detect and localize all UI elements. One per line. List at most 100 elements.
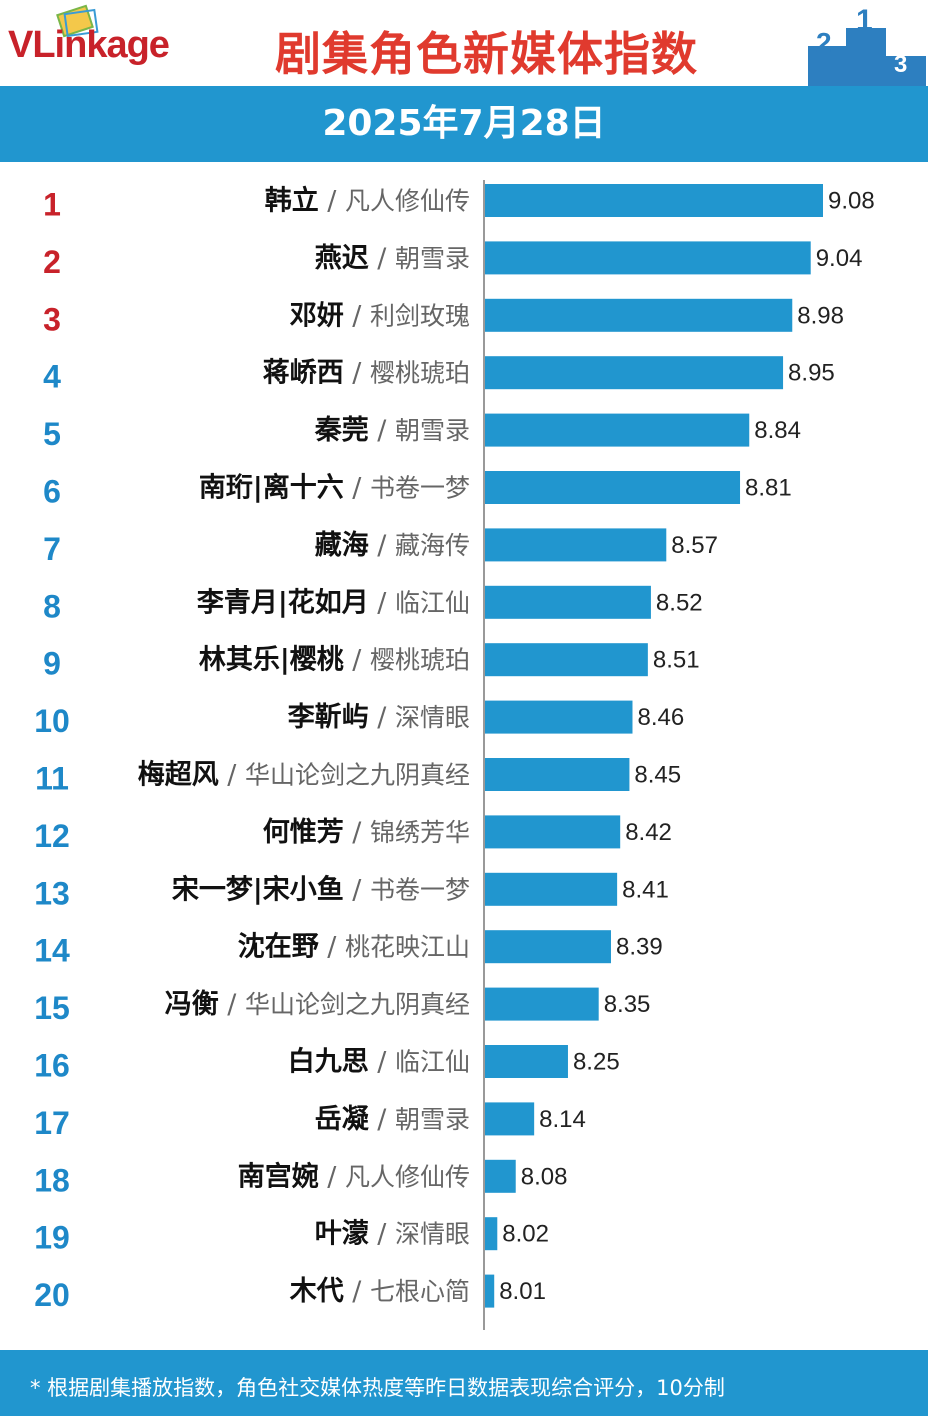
brand-logo: VLinkage <box>8 24 170 66</box>
separator: / <box>319 186 345 217</box>
character-name: 梅超风 <box>138 760 219 791</box>
date-label: 2025年7月28日 <box>322 103 606 144</box>
category-label-3: 邓妍 / 利剑玫瑰 <box>290 300 470 331</box>
rank-number-9: 9 <box>43 646 61 682</box>
separator: / <box>369 1104 395 1135</box>
value-label-13: 8.41 <box>622 876 669 903</box>
character-name: 宋一梦|宋小鱼 <box>172 874 344 905</box>
value-label-19: 8.02 <box>502 1221 549 1248</box>
character-name: 秦莞 <box>314 415 369 446</box>
ranking-bar-chart: 9.08 韩立 / 凡人修仙传 1 9.04 燕迟 / 朝雪录 2 8.98 邓妍 / 利剑玫… <box>34 180 875 1330</box>
rank-number-12: 12 <box>34 818 70 854</box>
category-label-4: 蒋峤西 / 樱桃琥珀 <box>263 358 470 389</box>
separator: / <box>344 300 370 331</box>
category-label-9: 林其乐|樱桃 / 樱桃琥珀 <box>199 645 470 676</box>
rank-number-7: 7 <box>43 531 61 567</box>
podium-1: 1 <box>856 4 873 37</box>
rank-number-15: 15 <box>34 990 70 1026</box>
rank-number-2: 2 <box>43 244 61 280</box>
category-label-7: 藏海 / 藏海传 <box>315 530 470 561</box>
character-name: 李靳屿 <box>287 702 369 733</box>
bar-12 <box>485 815 621 849</box>
separator: / <box>344 817 370 848</box>
bar-8 <box>485 585 651 619</box>
character-name: 邓妍 <box>290 300 344 331</box>
show-title: 凡人修仙传 <box>345 1162 470 1191</box>
separator: / <box>344 874 370 905</box>
bar-10 <box>485 700 633 734</box>
separator: / <box>344 645 370 676</box>
value-label-8: 8.52 <box>656 589 703 616</box>
character-name: 岳凝 <box>315 1104 370 1135</box>
rank-number-5: 5 <box>43 416 61 452</box>
bar-7 <box>485 528 667 562</box>
bar-19 <box>485 1217 498 1251</box>
separator: / <box>344 473 370 504</box>
value-label-9: 8.51 <box>653 647 700 674</box>
separator: / <box>369 702 395 733</box>
value-label-14: 8.39 <box>616 934 663 961</box>
rank-number-10: 10 <box>34 703 70 739</box>
category-label-19: 叶濛 / 深情眼 <box>315 1219 470 1250</box>
rank-number-11: 11 <box>35 761 69 797</box>
category-label-18: 南宫婉 / 凡人修仙传 <box>238 1160 470 1192</box>
bar-2 <box>485 241 811 275</box>
character-name: 何惟芳 <box>263 817 344 848</box>
value-label-11: 8.45 <box>634 762 681 789</box>
logo-cards-icon <box>56 4 99 38</box>
category-label-16: 白九思 / 临江仙 <box>288 1046 470 1078</box>
category-label-11: 梅超风 / 华山论剑之九阴真经 <box>138 760 470 791</box>
value-label-6: 8.81 <box>745 475 792 502</box>
rank-number-6: 6 <box>43 474 61 510</box>
character-name: 木代 <box>289 1276 344 1307</box>
show-title: 朝雪录 <box>395 416 470 445</box>
rank-number-14: 14 <box>34 933 70 969</box>
character-name: 林其乐|樱桃 <box>199 645 344 676</box>
category-label-2: 燕迟 / 朝雪录 <box>315 243 470 274</box>
rank-number-18: 18 <box>34 1162 70 1198</box>
footer-band <box>0 1350 928 1416</box>
separator: / <box>219 760 245 791</box>
category-label-10: 李靳屿 / 深情眼 <box>287 702 470 733</box>
value-label-10: 8.46 <box>637 704 684 731</box>
show-title: 临江仙 <box>395 588 470 617</box>
separator: / <box>369 243 395 274</box>
category-label-5: 秦莞 / 朝雪录 <box>314 415 470 446</box>
value-label-4: 8.95 <box>788 360 835 387</box>
show-title: 锦绣芳华 <box>370 818 470 847</box>
category-label-14: 沈在野 / 桃花映江山 <box>238 932 470 963</box>
category-label-1: 韩立 / 凡人修仙传 <box>265 185 470 217</box>
show-title: 书卷一梦 <box>370 875 470 904</box>
footer-note: * 根据剧集播放指数，角色社交媒体热度等昨日数据表现综合评分，10分制 <box>30 1376 725 1400</box>
separator: / <box>369 1047 395 1078</box>
bar-17 <box>485 1102 535 1136</box>
value-label-18: 8.08 <box>521 1163 568 1190</box>
category-label-17: 岳凝 / 朝雪录 <box>315 1104 470 1135</box>
date-band <box>0 86 928 162</box>
category-label-6: 南珩|离十六 / 书卷一梦 <box>199 472 470 504</box>
character-name: 燕迟 <box>315 243 369 274</box>
value-label-15: 8.35 <box>604 991 651 1018</box>
show-title: 朝雪录 <box>395 244 470 273</box>
bar-5 <box>485 413 750 447</box>
bar-9 <box>485 643 648 677</box>
bar-1 <box>485 184 823 217</box>
value-label-20: 8.01 <box>499 1278 546 1305</box>
show-title: 樱桃琥珀 <box>370 359 470 388</box>
rank-number-20: 20 <box>34 1277 70 1313</box>
category-label-20: 木代 / 七根心简 <box>289 1276 470 1307</box>
podium-3: 3 <box>894 51 907 78</box>
separator: / <box>369 415 395 446</box>
bar-15 <box>485 987 599 1021</box>
header: VLinkage 剧集角色新媒体指数 2 1 3 <box>0 0 928 86</box>
rank-number-1: 1 <box>43 187 61 223</box>
show-title: 临江仙 <box>395 1048 470 1077</box>
rank-number-8: 8 <box>43 588 61 624</box>
bar-6 <box>485 471 741 504</box>
character-name: 叶濛 <box>315 1219 369 1250</box>
character-name: 冯衡 <box>165 989 219 1020</box>
chart-title: 剧集角色新媒体指数 <box>275 27 698 81</box>
show-title: 书卷一梦 <box>370 474 470 503</box>
show-title: 利剑玫瑰 <box>370 301 470 330</box>
show-title: 华山论剑之九阴真经 <box>245 990 470 1019</box>
